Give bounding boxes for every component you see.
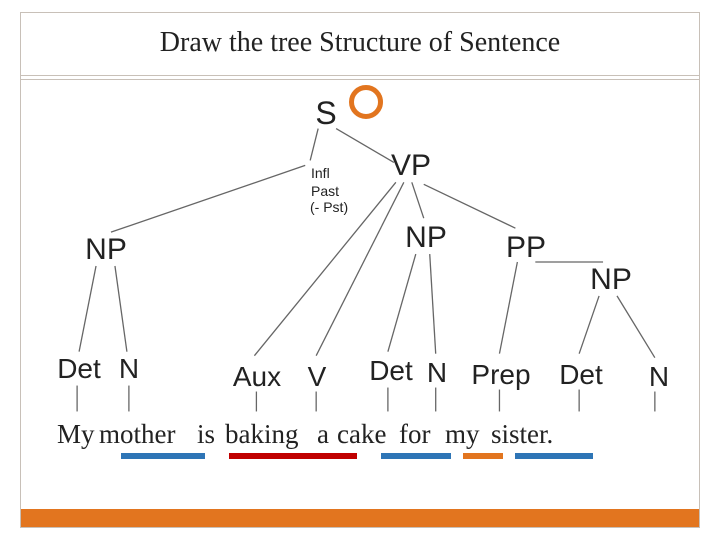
node-n-1: N bbox=[119, 353, 139, 385]
accent-circle-icon bbox=[349, 85, 383, 119]
word-is: is bbox=[197, 419, 222, 450]
rule-2 bbox=[21, 79, 699, 80]
underline-5 bbox=[515, 453, 593, 459]
word-cake: cake bbox=[337, 419, 393, 450]
bottom-accent-bar bbox=[21, 509, 699, 527]
node-np-pp: NP bbox=[590, 263, 632, 297]
underline-1 bbox=[121, 453, 205, 459]
node-v: V bbox=[308, 361, 327, 393]
node-np-obj: NP bbox=[405, 221, 447, 255]
node-infl-1: Infl bbox=[311, 165, 330, 181]
node-np-subj: NP bbox=[85, 233, 127, 267]
word-sister: sister. bbox=[491, 419, 553, 450]
word-a: a bbox=[317, 419, 336, 450]
node-det-1: Det bbox=[57, 353, 101, 385]
node-infl-3: (- Pst) bbox=[310, 199, 348, 215]
word-my2: my bbox=[445, 419, 486, 450]
word-baking: baking bbox=[225, 419, 305, 450]
node-pp: PP bbox=[506, 231, 546, 265]
underline-4 bbox=[463, 453, 503, 459]
word-my: My bbox=[57, 419, 101, 450]
node-det-3: Det bbox=[559, 359, 603, 391]
node-infl-2: Past bbox=[311, 183, 339, 199]
node-n-3: N bbox=[649, 361, 669, 393]
node-n-2: N bbox=[427, 357, 447, 389]
rule-1 bbox=[21, 75, 699, 76]
slide-title: Draw the tree Structure of Sentence bbox=[21, 27, 699, 59]
word-mother: mother bbox=[99, 419, 182, 450]
underline-2 bbox=[229, 453, 357, 459]
node-prep: Prep bbox=[471, 359, 530, 391]
node-aux: Aux bbox=[233, 361, 281, 393]
node-det-2: Det bbox=[369, 355, 413, 387]
node-vp: VP bbox=[391, 149, 431, 183]
word-for: for bbox=[399, 419, 437, 450]
node-s: S bbox=[315, 95, 336, 132]
underline-3 bbox=[381, 453, 451, 459]
slide-frame: Draw the tree Structure of Sentence S VP… bbox=[20, 12, 700, 528]
